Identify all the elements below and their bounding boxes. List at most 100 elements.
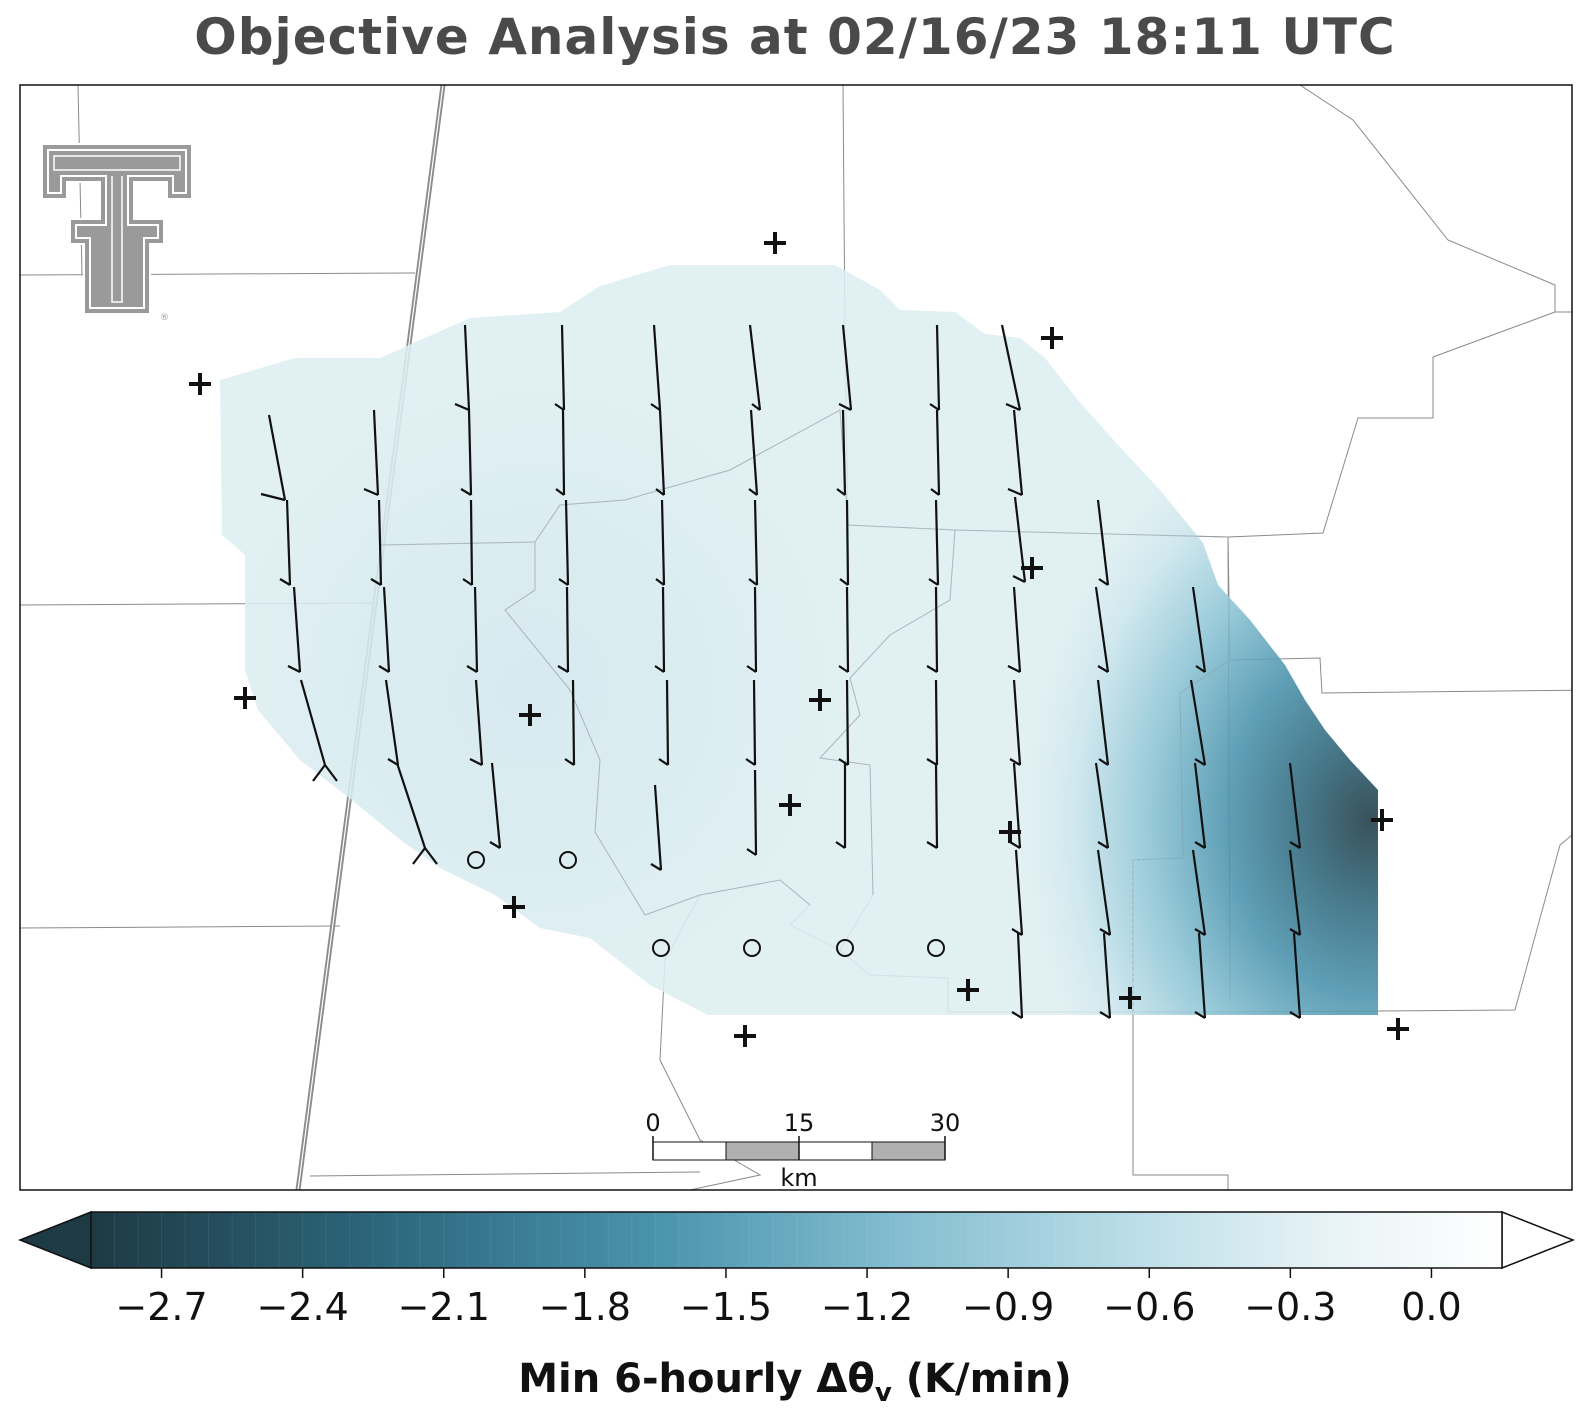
calm-wind-circle <box>743 939 761 957</box>
plus-marker <box>1387 1018 1409 1040</box>
wind-barb <box>658 679 670 766</box>
calm-wind-circle <box>927 939 945 957</box>
wind-barb <box>466 586 479 673</box>
colorbar-tick-label: −0.3 <box>1244 1285 1336 1329</box>
svg-text:®: ® <box>160 313 169 323</box>
wind-barb <box>746 769 758 856</box>
plus-marker <box>809 689 831 711</box>
colorbar-tick-label: −1.5 <box>680 1285 772 1329</box>
colorbar-min-extension <box>17 1210 92 1270</box>
wind-barb <box>1288 762 1302 849</box>
wind-barb <box>748 324 762 411</box>
wind-barb <box>1007 409 1024 497</box>
wind-barb <box>395 762 438 865</box>
scale-unit: km <box>780 1164 817 1192</box>
wind-barb <box>1096 499 1110 586</box>
colorbar-tick-label: −1.2 <box>821 1285 913 1329</box>
wind-barb <box>838 324 853 411</box>
colorbar-tick-label: −0.9 <box>962 1285 1054 1329</box>
wind-barb <box>654 586 666 673</box>
wind-barb <box>1011 932 1024 1019</box>
wind-barb <box>748 499 759 586</box>
wind-barb <box>564 679 576 766</box>
wind-barb <box>1000 324 1022 412</box>
wind-barb <box>279 499 292 586</box>
wind-barb <box>557 586 570 673</box>
wind-barb <box>454 324 471 412</box>
wind-barb <box>926 762 939 849</box>
wind-barb <box>260 414 287 502</box>
colorbar-tick-label: −1.8 <box>539 1285 631 1329</box>
wind-barb <box>1007 586 1022 673</box>
wind-barb <box>835 763 847 849</box>
scale-bar: 0 15 30 km <box>645 1109 961 1192</box>
colorbar-tick-label: −0.6 <box>1103 1285 1195 1329</box>
wind-barb <box>1096 849 1112 936</box>
wind-barb <box>299 679 338 782</box>
plus-marker <box>1119 987 1141 1009</box>
wind-barb <box>929 324 941 411</box>
wind-barb <box>1009 679 1022 766</box>
plus-marker <box>734 1025 756 1047</box>
wind-barb <box>839 499 850 586</box>
page-title: Objective Analysis at 02/16/23 18:11 UTC <box>194 8 1396 66</box>
wind-barb <box>469 679 484 766</box>
wind-barb <box>460 409 473 496</box>
plus-marker <box>234 687 256 709</box>
wind-barb <box>1096 679 1110 766</box>
scale-tick-30: 30 <box>930 1109 961 1137</box>
wind-barb <box>655 499 666 586</box>
calm-wind-circle <box>467 851 485 869</box>
wind-barb <box>1289 932 1302 1019</box>
wind-barb <box>1193 762 1207 849</box>
wind-barb <box>554 324 566 411</box>
wind-barb <box>926 586 939 673</box>
texas-tech-double-t-logo: ® <box>41 143 193 323</box>
calm-wind-circle <box>559 851 577 869</box>
calm-wind-circle <box>652 939 670 957</box>
plus-marker <box>957 979 979 1001</box>
wind-barb <box>928 499 940 586</box>
plus-marker <box>1041 327 1063 349</box>
colorbar-tick-label: −2.4 <box>257 1285 349 1329</box>
wind-barb <box>1191 586 1207 673</box>
plus-marker <box>189 373 211 395</box>
wind-barb <box>650 784 663 871</box>
wind-barb <box>838 679 850 766</box>
wind-barb <box>462 499 474 586</box>
station-markers <box>189 232 1409 1047</box>
scale-tick-15: 15 <box>784 1109 815 1137</box>
scale-tick-0: 0 <box>645 1109 660 1137</box>
colorbar-label: Min 6-hourly Δθv (K/min) <box>518 1356 1072 1408</box>
calm-wind-circle <box>836 939 854 957</box>
wind-barb <box>558 499 570 586</box>
colorbar: −2.7 −2.4 −2.1 −1.8 −1.5 −1.2 −0.9 −0.6 −0.3 0.0 <box>17 1210 1576 1329</box>
wind-barb <box>930 409 941 496</box>
wind-barb <box>370 499 383 586</box>
wind-barb <box>1011 849 1024 936</box>
wind-barb <box>746 586 758 673</box>
colorbar-tick-label: 0.0 <box>1401 1285 1461 1329</box>
wind-barb <box>1194 932 1207 1019</box>
wind-barb <box>378 586 391 673</box>
wind-barb <box>745 679 757 766</box>
wind-barb <box>838 586 850 673</box>
plus-marker <box>1021 557 1043 579</box>
colorbar-max-extension <box>1501 1210 1576 1270</box>
wind-barbs <box>260 324 1302 1019</box>
plus-marker <box>999 821 1021 843</box>
plus-marker <box>779 794 801 816</box>
colorbar-ticks: −2.7 −2.4 −2.1 −1.8 −1.5 −1.2 −0.9 −0.6 −0.3 0.0 <box>115 1268 1462 1329</box>
wind-barb <box>363 409 380 497</box>
wind-barb <box>1094 762 1110 849</box>
wind-barb <box>1189 679 1207 766</box>
analysis-field <box>220 265 1378 1015</box>
wind-barb <box>1099 932 1112 1019</box>
wind-barb <box>1288 849 1302 936</box>
wind-barb <box>1094 586 1110 673</box>
plus-marker <box>1371 809 1393 831</box>
map-frame <box>19 84 1573 1191</box>
calm-wind-markers <box>467 851 945 957</box>
wind-barb <box>748 409 759 496</box>
